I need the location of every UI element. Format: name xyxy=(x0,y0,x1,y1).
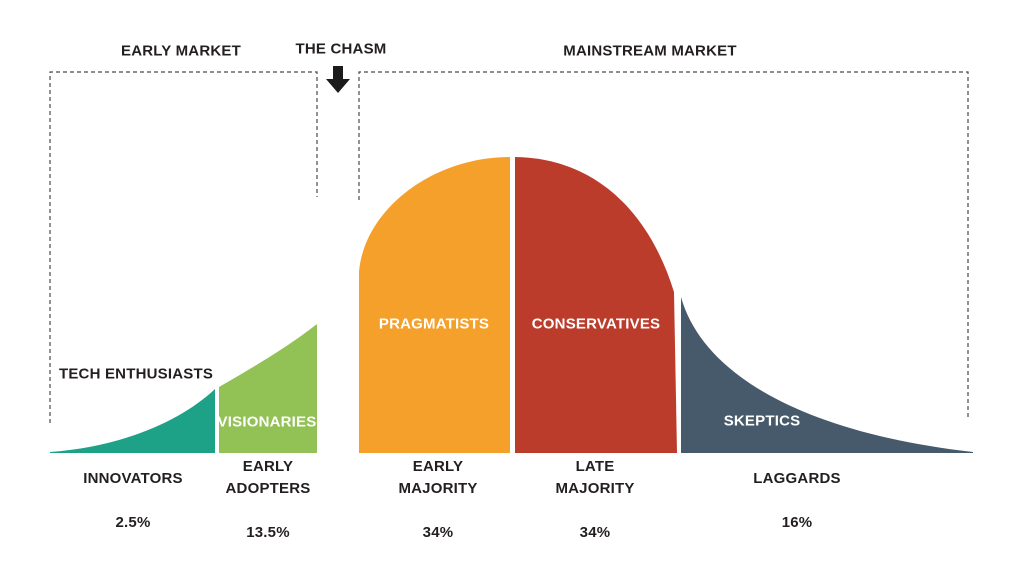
segment-percent: 13.5% xyxy=(246,524,290,541)
laggards-label-group: LAGGARDS 16% xyxy=(753,446,840,556)
conservatives-label: CONSERVATIVES xyxy=(531,315,661,333)
early-majority-label-group: EARLY MAJORITY 34% xyxy=(398,434,477,566)
laggards-segment xyxy=(681,297,973,453)
segment-name: INNOVATORS xyxy=(83,470,183,487)
early-market-label: EARLY MARKET xyxy=(121,42,241,60)
tech-enthusiasts-label: TECH ENTHUSIASTS xyxy=(58,365,214,383)
segment-percent: 2.5% xyxy=(115,514,151,531)
mainstream-market-bracket xyxy=(358,71,969,420)
the-chasm-label: THE CHASM xyxy=(295,40,387,58)
early-majority-segment xyxy=(359,157,510,453)
segment-name: LAGGARDS xyxy=(753,470,841,487)
early-adopters-segment xyxy=(219,324,317,453)
segment-percent: 16% xyxy=(781,514,813,531)
chasm-arrow-icon xyxy=(326,66,350,93)
segment-name: EARLY MAJORITY xyxy=(398,458,478,497)
pragmatists-label: PRAGMATISTS xyxy=(378,315,490,333)
innovators-label-group: INNOVATORS 2.5% xyxy=(83,446,183,556)
innovators-segment xyxy=(50,389,215,453)
late-majority-label-group: LATE MAJORITY 34% xyxy=(555,434,634,566)
late-majority-segment xyxy=(515,157,677,453)
early-adopters-label-group: EARLY ADOPTERS 13.5% xyxy=(226,434,311,566)
segment-percent: 34% xyxy=(579,524,611,541)
early-market-bracket xyxy=(49,71,318,423)
mainstream-market-label: MAINSTREAM MARKET xyxy=(563,42,737,60)
skeptics-label: SKEPTICS xyxy=(723,412,801,430)
visionaries-label: VISIONARIES xyxy=(217,413,317,431)
segment-name: EARLY ADOPTERS xyxy=(225,458,311,497)
segment-name: LATE MAJORITY xyxy=(555,458,635,497)
segment-percent: 34% xyxy=(422,524,454,541)
